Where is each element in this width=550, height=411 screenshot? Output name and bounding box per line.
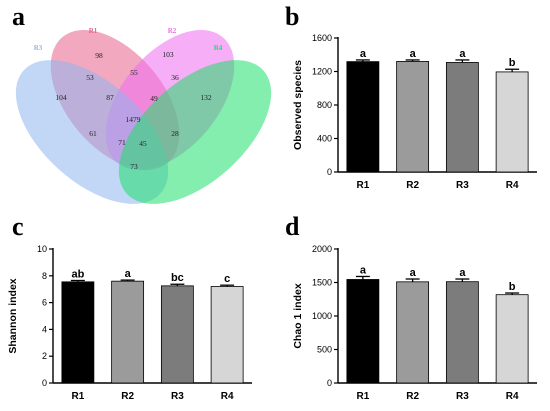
bar-r4 [495, 294, 529, 384]
x-tick-label: R3 [456, 391, 469, 402]
significance-letter: a [459, 48, 466, 60]
y-tick-label: 4 [42, 324, 47, 334]
venn-region-count: 87 [106, 93, 114, 102]
y-tick-label: 2000 [312, 244, 332, 254]
venn-region-count: 1479 [126, 115, 141, 124]
x-tick-label: R4 [506, 180, 519, 191]
y-tick-label: 800 [317, 100, 332, 110]
significance-letter: a [125, 268, 132, 280]
bar-r3 [445, 281, 479, 384]
bar-r1 [346, 61, 380, 173]
venn-set-label-r2: R2 [168, 27, 177, 35]
venn-region-count: 104 [55, 93, 67, 102]
x-tick-label: R1 [71, 391, 84, 402]
bar-r1 [61, 281, 95, 384]
venn-set-r4 [118, 60, 272, 204]
y-axis-label: Chao 1 index [292, 283, 304, 349]
bar-r4 [495, 71, 529, 173]
bar-r4 [210, 286, 244, 384]
y-tick-label: 400 [317, 134, 332, 144]
y-axis-label: Shannon index [7, 278, 19, 353]
x-tick-label: R1 [356, 180, 369, 191]
panel-letter-a: a [12, 2, 25, 31]
y-tick-label: 0 [42, 378, 47, 388]
panel-letter-d: d [285, 212, 300, 241]
y-axis-label: Observed species [292, 60, 304, 150]
significance-letter: c [224, 273, 230, 285]
x-tick-label: R2 [406, 391, 419, 402]
venn-region-count: 103 [162, 50, 174, 59]
significance-letter: bc [171, 272, 184, 284]
x-tick-label: R3 [171, 391, 184, 402]
bar-r2 [396, 281, 430, 384]
bar-chart-chao1-index: 0 500 1000 1500 2000 Chao 1 index a R1 a R2 a R3 b R4 [292, 244, 537, 402]
venn-region-count: 132 [200, 93, 212, 102]
venn-region-count: 45 [139, 139, 147, 148]
y-tick-label: 1500 [312, 278, 332, 288]
significance-letter: b [509, 57, 516, 69]
x-tick-label: R4 [221, 391, 234, 402]
y-tick-label: 1000 [312, 311, 332, 321]
bar-r2 [396, 61, 430, 173]
panel-letter-c: c [12, 212, 24, 241]
significance-letter: a [410, 48, 417, 60]
venn-set-label-r1: R1 [89, 27, 98, 35]
venn-region-count: 73 [130, 162, 138, 171]
y-tick-label: 2 [42, 351, 47, 361]
y-tick-label: 0 [327, 167, 332, 177]
x-tick-label: R2 [406, 180, 419, 191]
bar-r3 [160, 285, 194, 384]
significance-letter: a [410, 267, 417, 279]
x-tick-label: R3 [456, 180, 469, 191]
significance-letter: a [459, 267, 466, 279]
significance-letter: b [509, 281, 516, 293]
x-tick-label: R1 [356, 391, 369, 402]
venn-region-count: 55 [130, 68, 138, 77]
venn-region-count: 28 [171, 129, 179, 138]
y-tick-label: 0 [327, 378, 332, 388]
bar-r1 [346, 279, 380, 384]
panel-letter-b: b [285, 2, 300, 31]
venn-region-count: 61 [89, 129, 97, 138]
venn-diagram: R1 R2 R3 R4 98 103 104 132 55 53 36 87 49 1479 71 28 61 4… [15, 27, 272, 204]
y-tick-label: 1600 [312, 33, 332, 43]
bar-chart-shannon-index: 0 2 4 6 8 10 Shannon index ab R1 a R2 bc R3 c R4 [7, 244, 252, 402]
significance-letter: a [360, 48, 367, 60]
significance-letter: ab [71, 268, 84, 280]
y-tick-label: 6 [42, 298, 47, 308]
x-tick-label: R2 [121, 391, 134, 402]
venn-set-label-r3: R3 [34, 44, 43, 52]
venn-region-count: 71 [118, 138, 126, 147]
y-tick-label: 8 [42, 271, 47, 281]
venn-region-count: 98 [95, 51, 103, 60]
bar-chart-observed-species: 0 400 800 1200 1600 Observed species a R1 a R2 a R3… [292, 33, 537, 191]
venn-region-count: 36 [171, 73, 179, 82]
y-tick-label: 1200 [312, 67, 332, 77]
significance-letter: a [360, 264, 367, 276]
y-tick-label: 10 [37, 244, 47, 254]
venn-region-count: 49 [150, 94, 158, 103]
bar-r3 [445, 62, 479, 173]
x-tick-label: R4 [506, 391, 519, 402]
y-tick-label: 500 [317, 345, 332, 355]
venn-set-label-r4: R4 [214, 44, 223, 52]
bar-r2 [111, 280, 145, 384]
venn-region-count: 53 [86, 73, 94, 82]
